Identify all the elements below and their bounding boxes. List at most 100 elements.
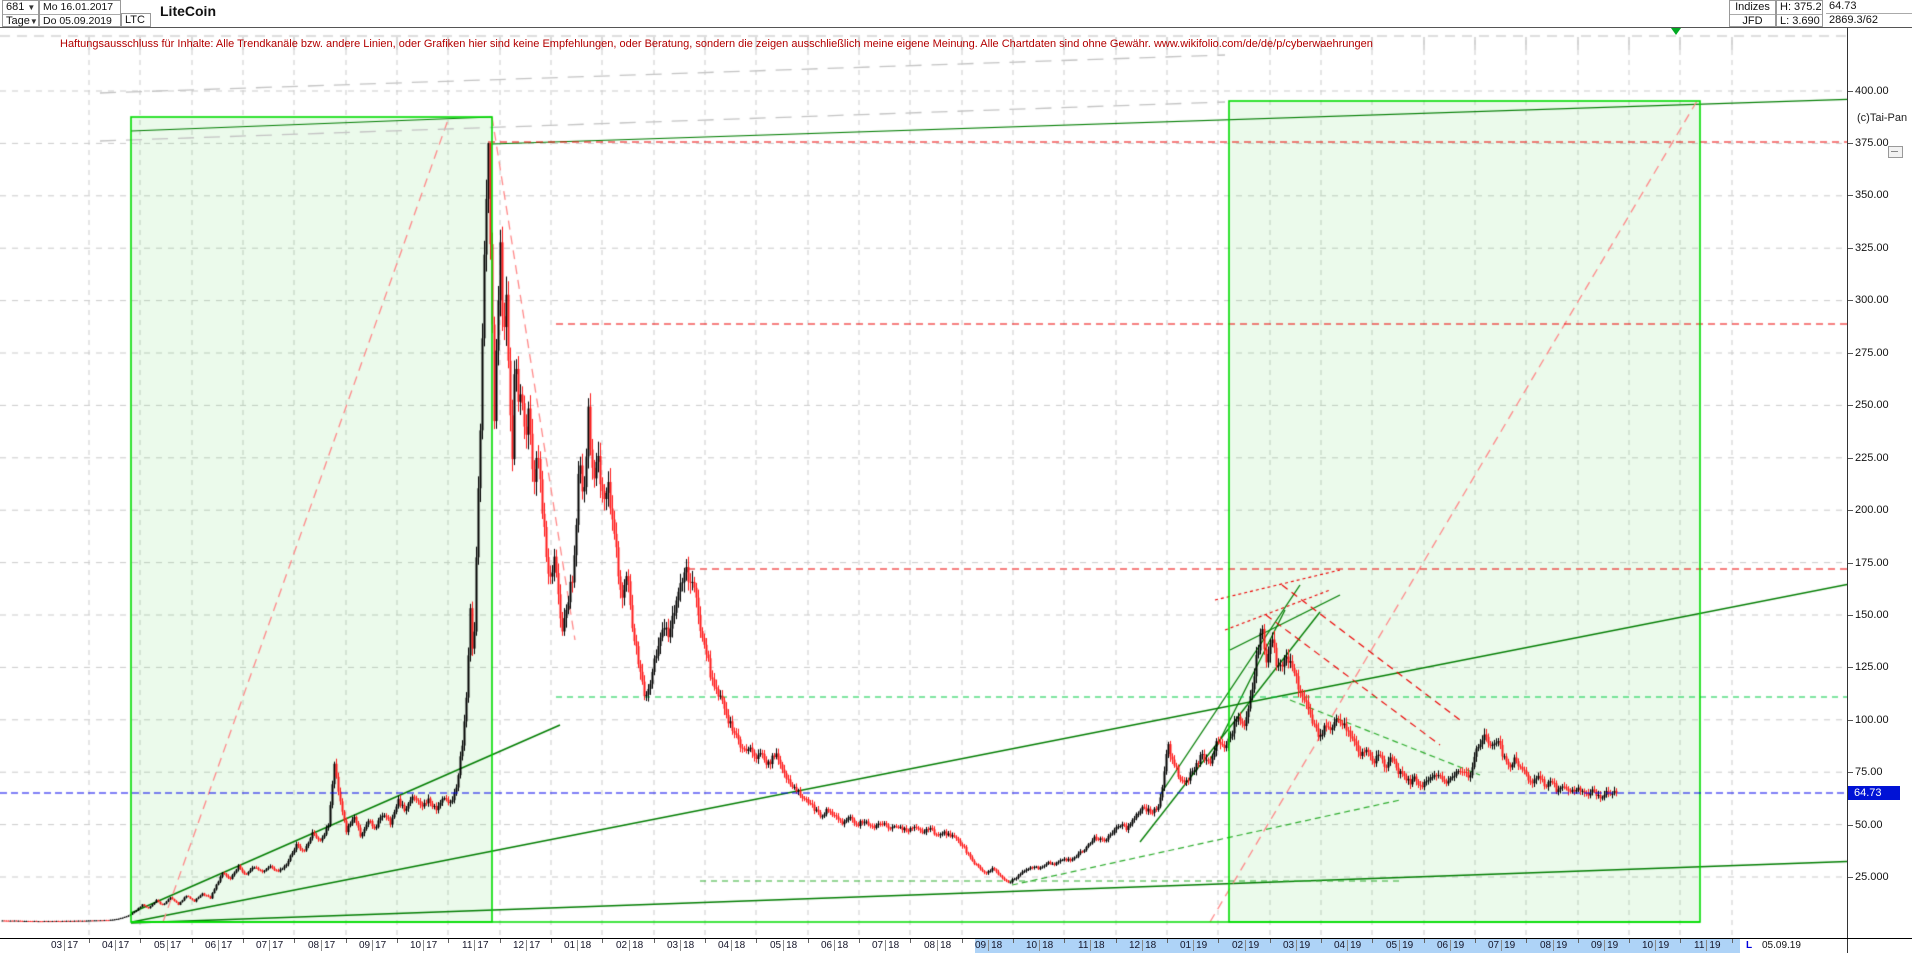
x-axis-tick <box>448 939 449 943</box>
current-price-badge: 64.73 <box>1848 786 1900 800</box>
y-axis-label: 175.00 <box>1855 557 1889 569</box>
x-axis-month-label: 05 17 <box>154 940 182 951</box>
x-axis-month-label: 03 17 <box>51 940 79 951</box>
y-axis-label: 275.00 <box>1855 347 1889 359</box>
symbol-code[interactable]: LTC <box>125 14 145 26</box>
x-axis-month-label: 09 18 <box>975 940 1003 951</box>
x-axis-tick <box>602 939 603 943</box>
y-axis-tick <box>1848 458 1853 459</box>
bars-count-value: 681 <box>6 1 25 13</box>
chart-header: 681 ▼ Tage▼ Mo 16.01.2017 Do 05.09.2019 … <box>0 0 1912 28</box>
chevron-down-icon: ▼ <box>27 3 36 12</box>
time-axis[interactable]: L 05.09.19 03 17 04 17 05 17 06 17 07 17 08 17 09 17 1… <box>0 938 1912 953</box>
x-axis-month-label: 11 17 <box>462 940 489 951</box>
y-axis-label: 300.00 <box>1855 294 1889 306</box>
x-axis-tick <box>346 939 347 943</box>
x-axis-month-label: 06 19 <box>1437 940 1465 951</box>
price-axis[interactable]: (c)Tai-Pan 64.73 400.00 375.00 350.00 325.0… <box>1847 28 1912 938</box>
x-axis-tick <box>89 939 90 943</box>
selected-range-highlight <box>975 939 1740 953</box>
x-axis-tick <box>1167 939 1168 943</box>
axis-corner <box>1847 939 1912 953</box>
x-axis-month-label: 08 18 <box>924 940 952 951</box>
date-from[interactable]: Mo 16.01.2017 <box>43 1 114 13</box>
x-axis-tick <box>859 939 860 943</box>
x-axis-tick <box>1218 939 1219 943</box>
y-axis-tick <box>1848 825 1853 826</box>
x-axis-month-label: 04 18 <box>718 940 746 951</box>
x-axis-month-label: 10 19 <box>1642 940 1670 951</box>
price-chart-canvas[interactable] <box>0 28 1847 938</box>
x-axis-tick <box>192 939 193 943</box>
y-axis-label: 250.00 <box>1855 399 1889 411</box>
x-axis-month-label: 07 19 <box>1488 940 1516 951</box>
watermark-text: (c)Tai-Pan <box>1857 112 1908 124</box>
x-axis-month-label: 02 19 <box>1232 940 1260 951</box>
x-axis-tick <box>243 939 244 943</box>
x-axis-tick <box>1475 939 1476 943</box>
x-axis-month-label: 07 17 <box>256 940 284 951</box>
instrument-title: LiteCoin <box>160 3 216 19</box>
timeframe-value: Tage <box>6 15 30 27</box>
x-axis-month-label: 01 18 <box>564 940 592 951</box>
x-axis-month-label: 06 17 <box>205 940 233 951</box>
x-axis-month-label: 05 18 <box>770 940 798 951</box>
x-axis-tick <box>756 939 757 943</box>
y-axis-tick <box>1848 353 1853 354</box>
chart-plot-area[interactable]: Haftungsausschluss für Inhalte: Alle Tre… <box>0 28 1847 938</box>
x-axis-tick <box>1732 939 1733 943</box>
x-axis-tick <box>1578 939 1579 943</box>
y-axis-tick <box>1848 510 1853 511</box>
y-axis-tick <box>1848 563 1853 564</box>
x-axis-month-label: 02 18 <box>616 940 644 951</box>
x-axis-month-label: 04 19 <box>1334 940 1362 951</box>
x-axis-tick <box>1680 939 1681 943</box>
y-axis-label: 25.000 <box>1855 871 1889 883</box>
y-axis-label: 350.00 <box>1855 189 1889 201</box>
x-axis-month-label: 11 19 <box>1694 940 1721 951</box>
x-axis-month-label: 08 19 <box>1540 940 1568 951</box>
x-axis-month-label: 12 18 <box>1129 940 1157 951</box>
marker-triangle-icon <box>1671 28 1681 35</box>
y-axis-tick <box>1848 877 1853 878</box>
x-axis-month-label: 03 19 <box>1283 940 1311 951</box>
y-axis-tick <box>1848 91 1853 92</box>
last-price: 64.73 <box>1829 0 1857 12</box>
disclaimer-text: Haftungsausschluss für Inhalte: Alle Tre… <box>60 38 1373 50</box>
y-axis-tick <box>1848 772 1853 773</box>
y-axis-tick <box>1848 720 1853 721</box>
x-axis-month-label: 08 17 <box>308 940 336 951</box>
x-axis-tick <box>654 939 655 943</box>
x-axis-month-label: 04 17 <box>102 940 130 951</box>
y-axis-label: 100.00 <box>1855 714 1889 726</box>
y-axis-tick <box>1848 248 1853 249</box>
axis-options-button[interactable] <box>1888 146 1903 158</box>
y-axis-tick <box>1848 667 1853 668</box>
x-axis-month-label: 03 18 <box>667 940 695 951</box>
x-axis-tick <box>1629 939 1630 943</box>
exchange-label: Indizes <box>1735 1 1770 13</box>
y-axis-label: 200.00 <box>1855 504 1889 516</box>
period-low: L: 3.690 <box>1777 14 1822 28</box>
x-axis-tick <box>294 939 295 943</box>
last-date-label: 05.09.19 <box>1762 940 1801 951</box>
date-to[interactable]: Do 05.09.2019 <box>40 14 120 28</box>
x-axis-tick <box>1321 939 1322 943</box>
x-axis-tick <box>962 939 963 943</box>
y-axis-tick <box>1848 615 1853 616</box>
x-axis-month-label: 05 19 <box>1386 940 1414 951</box>
y-axis-label: 75.00 <box>1855 766 1883 778</box>
y-axis-label: 375.00 <box>1855 137 1889 149</box>
x-axis-month-label: 10 17 <box>410 940 438 951</box>
x-axis-month-label: 07 18 <box>872 940 900 951</box>
period-high: H: 375.29 <box>1780 1 1822 13</box>
bars-count-dropdown[interactable]: 681 ▼ <box>3 1 38 14</box>
x-axis-tick <box>1424 939 1425 943</box>
x-axis-month-label: 09 17 <box>359 940 387 951</box>
chevron-down-icon: ▼ <box>29 17 38 26</box>
timeframe-dropdown[interactable]: Tage▼ <box>3 14 38 28</box>
datafeed-label: JFD <box>1730 14 1775 28</box>
x-axis-month-label: 06 18 <box>821 940 849 951</box>
y-axis-label: 125.00 <box>1855 661 1889 673</box>
x-axis-tick <box>1526 939 1527 943</box>
